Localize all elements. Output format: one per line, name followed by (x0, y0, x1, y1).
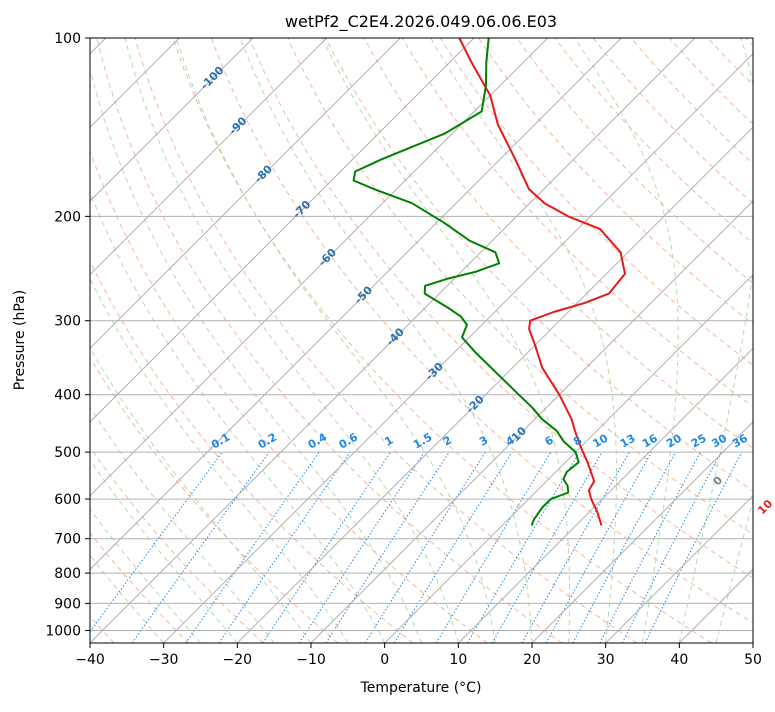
isotherm (385, 38, 775, 643)
dry-adiabat (670, 38, 775, 643)
mixing-ratio-line (573, 452, 676, 643)
mixing-ratio-line (522, 452, 629, 643)
moist-adiabat (83, 38, 422, 643)
moist-adiabat (0, 38, 200, 643)
dry-adiabat (288, 38, 775, 643)
x-tick-label: −40 (75, 652, 105, 668)
x-axis-label: Temperature (°C) (360, 680, 482, 696)
plot-frame (90, 38, 753, 643)
x-tick-label: 10 (449, 652, 467, 668)
y-tick-label: 200 (54, 209, 81, 225)
mixing-ratio-label: 0.4 (306, 430, 330, 451)
mixing-ratio-label: 13 (618, 432, 638, 451)
dry-adiabat (20, 38, 412, 643)
isotherm (0, 38, 327, 643)
mixing-ratio-label: 2 (441, 434, 454, 449)
x-tick-label: −30 (149, 652, 179, 668)
mixing-ratio-label: 1 (382, 434, 395, 449)
dry-adiabat (708, 38, 775, 643)
moist-adiabat (0, 38, 237, 643)
dry-adiabat (0, 38, 263, 643)
y-tick-label: 100 (54, 31, 81, 47)
x-tick-label: −20 (223, 652, 253, 668)
isotherm-label: -80 (252, 162, 275, 185)
mixing-ratio-line (299, 452, 424, 643)
mixing-ratio-line (468, 452, 580, 643)
isotherm (753, 38, 775, 643)
isotherm (0, 38, 253, 643)
y-tick-label: 500 (54, 445, 81, 461)
x-tick-label: 50 (744, 652, 762, 668)
moist-adiabat-label: 10 (755, 497, 775, 517)
y-tick-label: 300 (54, 314, 81, 330)
y-tick-label: 900 (54, 596, 81, 612)
y-tick-label: 800 (54, 566, 81, 582)
mixing-ratio-line (132, 452, 269, 643)
mixing-ratio-label: 25 (689, 432, 709, 451)
mixing-ratio-label: 3 (477, 434, 490, 449)
x-tick-label: 0 (380, 652, 389, 668)
x-tick-label: −10 (296, 652, 326, 668)
y-tick-label: 700 (54, 532, 81, 548)
dry-adiabat (211, 38, 775, 643)
y-tick-label: 400 (54, 388, 81, 404)
mixing-ratio-label: 6 (543, 433, 556, 448)
x-tick-label: 40 (670, 652, 688, 668)
y-axis-label: Pressure (hPa) (12, 290, 28, 390)
dry-adiabat (746, 38, 775, 643)
mixing-ratio-line (365, 452, 485, 643)
moist-adiabat (0, 38, 311, 643)
y-tick-label: 600 (54, 492, 81, 508)
isotherm (458, 38, 775, 643)
mixing-ratio-line (263, 452, 391, 643)
mixing-ratio-label: 30 (709, 431, 729, 450)
chart-title: wetPf2_C2E4.2026.049.06.06.E03 (285, 12, 557, 32)
mixing-ratio-label: 0.6 (337, 430, 361, 451)
dry-adiabat (0, 38, 338, 643)
mixing-ratio-label: 8 (571, 434, 584, 449)
dry-adiabat (479, 38, 775, 643)
mixing-ratio-label: 16 (640, 431, 660, 450)
mixing-ratio-line (645, 452, 742, 643)
moist-adiabat (716, 38, 775, 643)
x-tick-label: 30 (597, 652, 615, 668)
moist-adiabat-label: 0 (711, 473, 726, 488)
isotherm (0, 38, 400, 643)
moist-adiabat (17, 38, 348, 643)
dry-adiabat (440, 38, 775, 643)
mixing-ratio-label: 0.1 (209, 431, 232, 452)
y-tick-label: 1000 (45, 624, 81, 640)
moist-adiabat (125, 38, 458, 643)
isotherm (237, 38, 775, 643)
moist-adiabat (679, 38, 760, 643)
moist-adiabat (176, 38, 495, 643)
mixing-ratio-line (326, 452, 449, 643)
moist-adiabat (575, 38, 679, 643)
isotherm (311, 38, 775, 643)
x-tick-label: 20 (523, 652, 541, 668)
isotherm (679, 38, 775, 643)
mixing-ratio-label: 1.5 (411, 431, 434, 452)
dry-adiabat (517, 38, 775, 643)
isotherm-label: -20 (464, 393, 487, 416)
mixing-ratio-line (394, 452, 512, 643)
mixing-ratio-line (82, 452, 223, 643)
mixing-ratio-label: 0.2 (256, 431, 279, 452)
